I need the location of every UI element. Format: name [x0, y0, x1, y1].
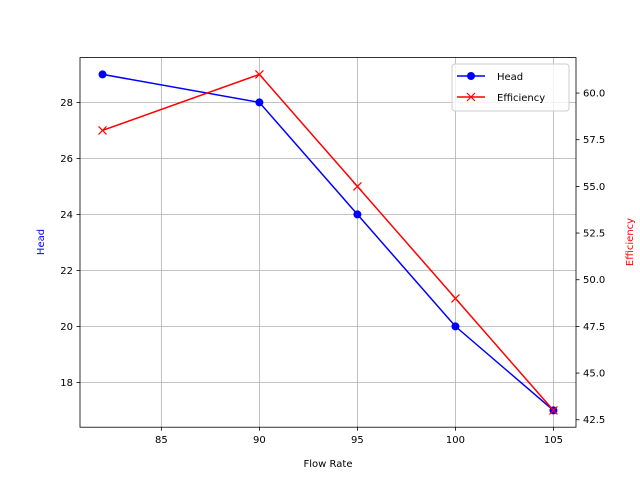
- series-efficiency: [98, 69, 558, 415]
- data-point: [451, 322, 460, 331]
- series-layer: [98, 69, 558, 415]
- left-y-axis: 18 20 22 24 26 28: [60, 98, 80, 389]
- data-point: [255, 98, 264, 107]
- left-y-tick-label: 26: [60, 154, 73, 165]
- right-y-tick-label: 50.0: [583, 275, 605, 286]
- x-axis: 85 90 95 100 105: [155, 427, 563, 446]
- right-y-axis-label: Efficiency: [625, 218, 636, 266]
- left-y-axis-label: Head: [36, 229, 47, 255]
- x-tick-label: 105: [544, 435, 563, 446]
- legend-item: Efficiency: [457, 92, 545, 104]
- data-point: [352, 181, 362, 191]
- legend-label: Efficiency: [497, 93, 545, 104]
- left-y-tick-label: 20: [60, 322, 73, 333]
- left-y-tick-label: 18: [60, 378, 73, 389]
- data-point: [254, 69, 264, 79]
- right-y-axis: 42.5 45.0 47.5 50.0 52.5 55.0 57.5 60.0: [576, 89, 605, 426]
- grid: [80, 57, 576, 428]
- left-y-tick-label: 28: [60, 98, 73, 109]
- right-y-tick-label: 42.5: [583, 415, 605, 426]
- data-point: [98, 125, 107, 135]
- x-axis-label: Flow Rate: [304, 459, 353, 470]
- plot-frame: [79, 57, 577, 428]
- right-y-tick-label: 45.0: [583, 369, 605, 380]
- x-tick-label: 95: [351, 435, 364, 446]
- x-tick-label: 85: [155, 435, 168, 446]
- data-point: [353, 210, 362, 219]
- x-tick-label: 100: [446, 435, 465, 446]
- right-y-tick-label: 52.5: [583, 229, 605, 240]
- right-y-tick-label: 47.5: [583, 322, 605, 333]
- legend-item: Head: [457, 72, 523, 83]
- series-head: [98, 70, 558, 415]
- series-line: [102, 73, 554, 411]
- right-y-tick-label: 55.0: [583, 182, 605, 193]
- data-point: [451, 293, 460, 303]
- series-line: [102, 73, 555, 411]
- legend: Head Efficiency: [451, 63, 570, 112]
- data-point: [466, 92, 476, 102]
- legend-label: Head: [497, 72, 523, 83]
- data-point: [549, 405, 558, 415]
- left-y-tick-label: 22: [60, 266, 73, 277]
- data-point: [98, 70, 107, 79]
- left-y-tick-label: 24: [60, 210, 73, 221]
- x-tick-label: 90: [253, 435, 266, 446]
- right-y-tick-label: 57.5: [583, 135, 605, 146]
- right-y-tick-label: 60.0: [583, 89, 605, 100]
- data-point: [467, 72, 475, 80]
